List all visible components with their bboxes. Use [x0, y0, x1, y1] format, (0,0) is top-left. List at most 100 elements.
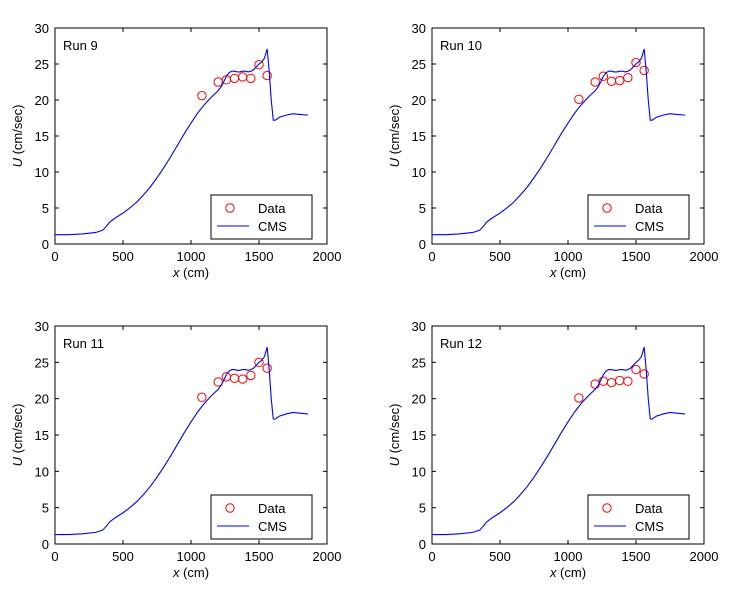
y-tick-label: 10 — [412, 165, 426, 180]
legend-label-data: Data — [258, 501, 286, 516]
data-point — [262, 363, 272, 373]
x-tick-label: 2000 — [690, 549, 719, 564]
y-tick-label: 0 — [42, 237, 49, 252]
x-axis-label-unit: (cm) — [179, 565, 209, 580]
data-point — [262, 70, 272, 81]
data-point — [631, 57, 641, 68]
y-tick-label: 30 — [35, 21, 49, 36]
series-line-cms — [432, 346, 686, 536]
y-tick-label: 20 — [412, 93, 426, 108]
x-tick-label: 1500 — [622, 549, 651, 564]
data-point — [639, 65, 649, 76]
panel-title: Run 10 — [440, 38, 482, 53]
y-tick-label: 30 — [412, 319, 426, 334]
data-point — [623, 376, 633, 386]
x-axis-label: x (cm) — [172, 565, 209, 580]
data-point — [614, 75, 625, 86]
y-tick-label: 10 — [35, 464, 49, 479]
x-axis-label: x (cm) — [172, 265, 209, 280]
legend-label-cms: CMS — [635, 219, 664, 234]
x-axis-label-var: x — [172, 265, 180, 280]
x-tick-label: 1500 — [622, 249, 651, 264]
y-tick-label: 15 — [35, 129, 49, 144]
y-tick-label: 0 — [419, 237, 426, 252]
x-axis-label: x (cm) — [549, 265, 586, 280]
y-axis-label-unit: (cm/sec) — [10, 105, 25, 158]
x-tick-label: 2000 — [313, 249, 342, 264]
legend-box — [210, 194, 313, 240]
x-axis-label-unit: (cm) — [556, 265, 586, 280]
x-tick-label: 0 — [428, 249, 435, 264]
y-tick-label: 25 — [35, 355, 49, 370]
legend-label-cms: CMS — [258, 519, 287, 534]
data-point — [246, 370, 256, 381]
y-tick-label: 5 — [42, 201, 49, 216]
y-axis-label-var: U — [387, 456, 402, 466]
panel-title: Run 9 — [63, 38, 98, 53]
y-tick-label: 5 — [42, 501, 49, 516]
y-axis-label-unit: (cm/sec) — [387, 404, 402, 457]
y-tick-label: 5 — [419, 201, 426, 216]
y-tick-label: 10 — [412, 464, 426, 479]
data-point — [623, 72, 633, 83]
data-point — [598, 71, 609, 81]
legend: Data CMS — [210, 494, 313, 540]
panel-title: Run 11 — [63, 336, 104, 351]
y-tick-label: 15 — [412, 428, 426, 443]
chart-panel-3: 0 500 1000 1500 2000 0 5 10 15 20 25 30 x (cm) U (cm/… — [10, 319, 341, 580]
y-axis-label: U (cm/sec) — [10, 105, 25, 168]
data-point — [254, 60, 264, 70]
legend-box — [210, 494, 313, 540]
panel-title: Run 12 — [440, 336, 482, 351]
x-tick-label: 500 — [489, 249, 511, 264]
y-axis-label: U (cm/sec) — [387, 105, 402, 168]
legend: Data CMS — [210, 194, 313, 240]
y-tick-label: 30 — [412, 21, 426, 36]
legend-box — [587, 194, 690, 240]
chart-panel-4: 0 500 1000 1500 2000 0 5 10 15 20 25 30 x (cm) U (cm/… — [387, 319, 718, 580]
x-axis-label-var: x — [549, 265, 557, 280]
series-line-cms — [55, 346, 309, 536]
x-axis-label-unit: (cm) — [179, 265, 209, 280]
y-tick-label: 20 — [412, 392, 426, 407]
legend-label-data: Data — [635, 201, 663, 216]
x-axis-label-var: x — [549, 565, 557, 580]
legend-marker-data — [225, 203, 235, 213]
x-tick-label: 1000 — [554, 249, 583, 264]
data-point — [590, 77, 600, 87]
x-axis-label-unit: (cm) — [556, 565, 586, 580]
chart-panel-2: 0 500 1000 1500 2000 0 5 10 15 20 25 30 x (cm) U (cm/… — [387, 21, 718, 280]
y-tick-label: 5 — [419, 501, 426, 516]
legend-marker-data — [225, 503, 235, 513]
x-tick-label: 500 — [112, 249, 134, 264]
x-tick-label: 1000 — [177, 249, 206, 264]
x-tick-label: 1500 — [245, 549, 274, 564]
y-axis-label: U (cm/sec) — [387, 404, 402, 467]
data-point — [197, 392, 207, 402]
y-tick-label: 15 — [35, 428, 49, 443]
legend: Data CMS — [587, 194, 690, 240]
data-point — [254, 357, 264, 368]
y-tick-label: 30 — [35, 319, 49, 334]
y-tick-label: 15 — [412, 129, 426, 144]
series-line-cms — [432, 48, 686, 236]
legend-marker-data — [602, 203, 612, 213]
y-axis-label-var: U — [387, 157, 402, 167]
x-axis-label-var: x — [172, 565, 180, 580]
data-point — [197, 90, 207, 101]
x-tick-label: 0 — [428, 549, 435, 564]
chart-panel-1: 0 500 1000 1500 2000 0 5 10 15 20 25 30 x (cm) U (cm/… — [10, 21, 341, 280]
y-tick-label: 20 — [35, 93, 49, 108]
y-axis-label-var: U — [10, 456, 25, 466]
y-axis-label-unit: (cm/sec) — [387, 105, 402, 158]
y-axis-label: U (cm/sec) — [10, 404, 25, 467]
legend: Data CMS — [587, 494, 690, 540]
x-tick-label: 500 — [489, 549, 511, 564]
y-tick-label: 10 — [35, 165, 49, 180]
data-point — [639, 369, 649, 379]
series-line-cms — [55, 48, 309, 236]
x-tick-label: 2000 — [690, 249, 719, 264]
legend-label-cms: CMS — [258, 219, 287, 234]
x-axis-label: x (cm) — [549, 565, 586, 580]
legend-label-data: Data — [258, 201, 286, 216]
